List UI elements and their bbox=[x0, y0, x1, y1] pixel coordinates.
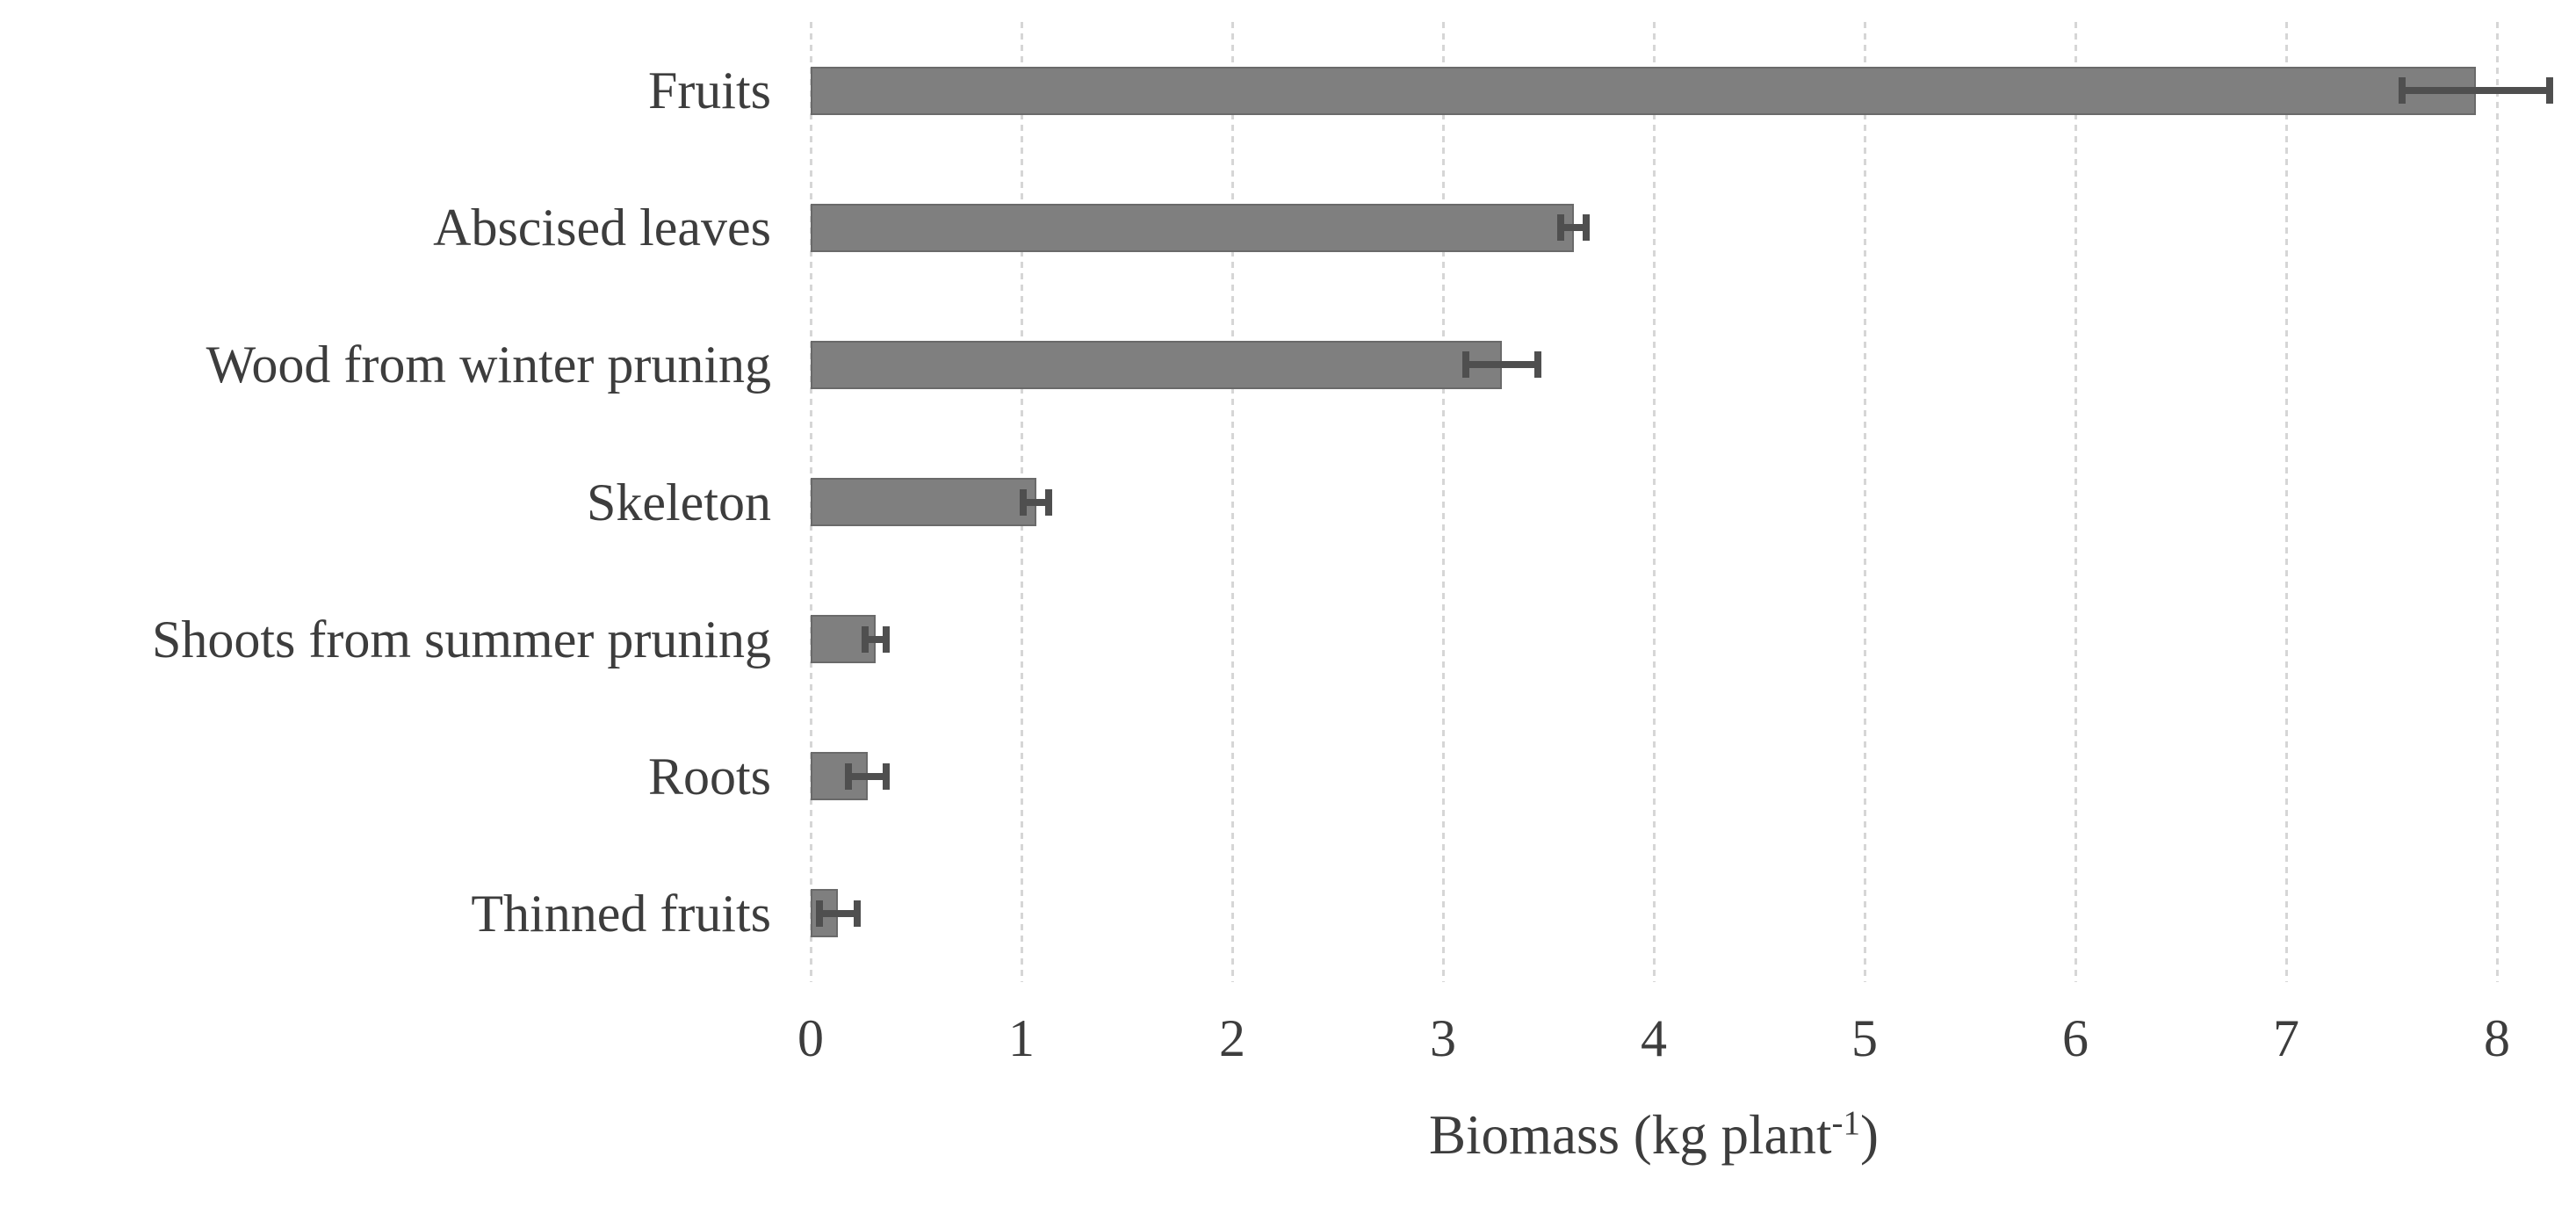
error-bar-line bbox=[2402, 87, 2550, 95]
x-tick-label: 0 bbox=[797, 1009, 824, 1067]
error-bar-line bbox=[865, 635, 887, 643]
category-label: Wood from winter pruning bbox=[206, 336, 771, 394]
x-axis-title: Biomass (kg plant-1) bbox=[1429, 1100, 1879, 1170]
error-bar-cap-left bbox=[815, 900, 823, 927]
x-axis-title-text: Biomass (kg plant bbox=[1429, 1104, 1832, 1166]
x-axis-title-close: ) bbox=[1860, 1104, 1879, 1166]
x-tick-label: 7 bbox=[2273, 1009, 2299, 1067]
gridline bbox=[1653, 22, 1656, 982]
bar bbox=[811, 203, 1574, 252]
error-bar-cap-left bbox=[862, 625, 869, 653]
bar bbox=[811, 66, 2476, 115]
error-bar-cap-left bbox=[1020, 488, 1028, 516]
error-bar-cap-left bbox=[1462, 351, 1470, 379]
category-label: Skeleton bbox=[587, 473, 771, 531]
error-bar-line bbox=[1561, 224, 1587, 232]
error-bar-line bbox=[1466, 361, 1538, 369]
x-axis-title-superscript: -1 bbox=[1831, 1104, 1861, 1142]
gridline bbox=[1864, 22, 1866, 982]
error-bar-cap-left bbox=[1557, 214, 1565, 242]
category-label: Thinned fruits bbox=[471, 884, 771, 943]
error-bar-cap-left bbox=[845, 762, 853, 790]
error-bar-cap-right bbox=[2546, 77, 2553, 105]
x-tick-label: 3 bbox=[1430, 1009, 1456, 1067]
bar bbox=[811, 478, 1036, 526]
gridline bbox=[2496, 22, 2499, 982]
error-bar-line bbox=[848, 772, 887, 780]
error-bar-cap-right bbox=[1045, 488, 1053, 516]
gridline bbox=[2285, 22, 2288, 982]
category-label: Shoots from summer pruning bbox=[152, 610, 771, 668]
gridline bbox=[2075, 22, 2077, 982]
bar bbox=[811, 340, 1503, 389]
error-bar-line bbox=[1023, 498, 1050, 506]
x-tick-label: 5 bbox=[1851, 1009, 1878, 1067]
x-tick-label: 4 bbox=[1641, 1009, 1667, 1067]
x-tick-label: 1 bbox=[1008, 1009, 1035, 1067]
x-tick-label: 6 bbox=[2062, 1009, 2089, 1067]
error-bar-cap-right bbox=[853, 900, 861, 927]
category-label: Fruits bbox=[647, 61, 771, 120]
error-bar-cap-right bbox=[1583, 214, 1591, 242]
error-bar-cap-right bbox=[1534, 351, 1541, 379]
gridline bbox=[1231, 22, 1234, 982]
error-bar-cap-left bbox=[2399, 77, 2406, 105]
gridline bbox=[1442, 22, 1445, 982]
x-tick-label: 8 bbox=[2484, 1009, 2510, 1067]
error-bar-line bbox=[819, 909, 857, 917]
category-label: Abscised leaves bbox=[433, 199, 771, 257]
error-bar-cap-right bbox=[883, 762, 891, 790]
x-tick-label: 2 bbox=[1219, 1009, 1245, 1067]
error-bar-cap-right bbox=[883, 625, 891, 653]
category-label: Roots bbox=[647, 747, 771, 806]
